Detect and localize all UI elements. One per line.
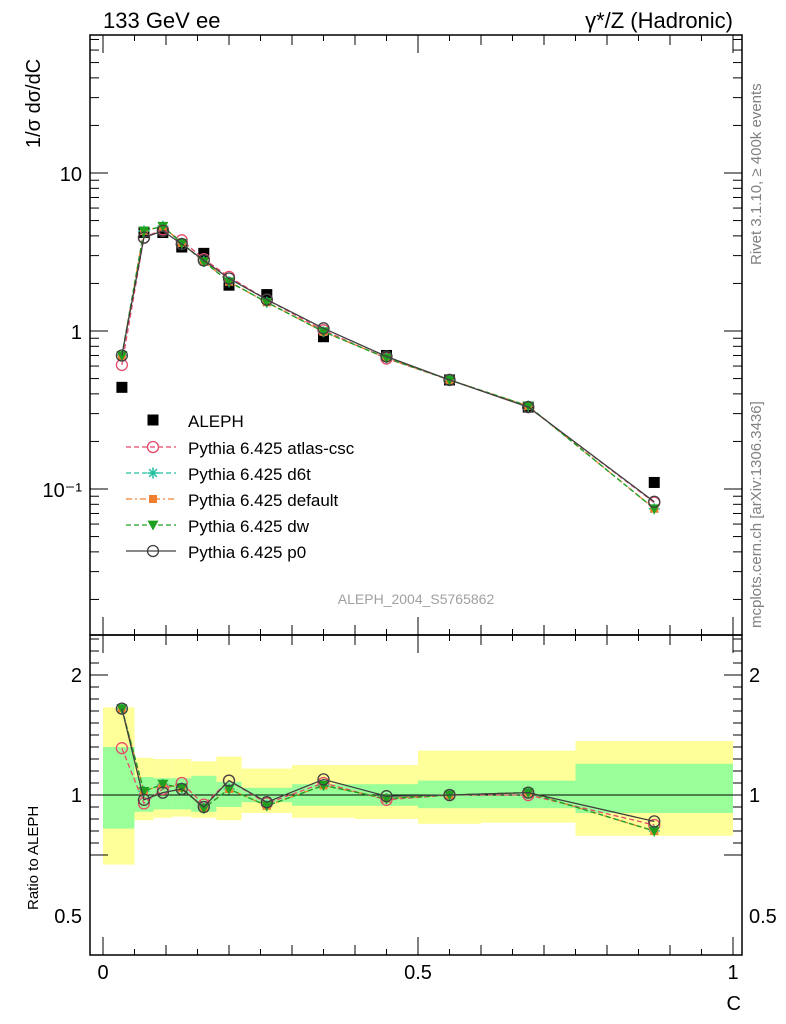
ratio-ytick-label-0.5: 0.5 <box>54 906 82 928</box>
ratio-point-p0 <box>260 796 273 809</box>
ratio-point-p0 <box>115 702 129 715</box>
ratio-point-p0 <box>197 800 210 814</box>
ratio-ylabel: Ratio to ALEPH <box>25 806 42 910</box>
legend-marker-p0 <box>126 544 176 558</box>
legend-marker-default <box>126 495 176 503</box>
main-series-layer <box>115 220 661 515</box>
ratio-point-p0 <box>156 786 170 799</box>
data-point-p0 <box>380 350 393 363</box>
data-point-p0 <box>443 373 456 387</box>
ratio-point-p0 <box>443 788 456 802</box>
ratio-point-dw <box>261 801 273 812</box>
ratio-point-dw <box>198 803 210 814</box>
ratio-point-p0 <box>175 782 188 796</box>
legend-symbol-dw <box>147 520 159 531</box>
ratio-line-p0 <box>121 708 655 823</box>
data-point-p0 <box>522 400 535 414</box>
header-right: γ*/Z (Hadronic) <box>585 8 733 33</box>
data-point-dw <box>381 353 392 364</box>
legend-symbol-d6t <box>147 467 159 479</box>
data-point-p0 <box>175 237 188 251</box>
data-point-dw <box>116 351 128 361</box>
ratio-point-p0 <box>648 815 661 828</box>
legend-marker-aleph <box>147 414 159 426</box>
ratio-point-p0 <box>317 773 330 786</box>
ratio-point-dw <box>223 784 235 795</box>
legend-entry-d6t: Pythia 6.425 d6t <box>126 465 311 484</box>
xtick-label-0.5: 0.5 <box>404 962 432 984</box>
header-left: 133 GeV ee <box>103 8 220 33</box>
ratio-green-band <box>103 747 135 829</box>
xtick-label-1: 1 <box>727 962 738 984</box>
legend-label-aleph: ALEPH <box>188 412 244 431</box>
ratio-point-p0 <box>522 786 535 799</box>
ratio-series-layer <box>115 702 661 837</box>
ratio-uncertainty-bands <box>103 707 733 865</box>
legend-entry-dw: Pythia 6.425 dw <box>126 517 310 536</box>
ratio-point-p0 <box>380 790 393 803</box>
ratio-point-dw <box>157 779 169 790</box>
legend-label-default: Pythia 6.425 default <box>188 491 339 510</box>
legend-label-p0: Pythia 6.425 p0 <box>188 543 306 562</box>
legend-symbol-aleph <box>147 414 159 426</box>
ratio-point-p0 <box>137 793 151 806</box>
ratio-point-dw <box>648 826 660 837</box>
ratio-green-band <box>575 763 733 813</box>
legend-entry-atlas-csc: Pythia 6.425 atlas-csc <box>126 439 355 458</box>
data-point-p0 <box>648 495 661 508</box>
ratio-point-atlas-csc <box>115 742 129 755</box>
data-point-p0 <box>137 231 151 244</box>
data-point-aleph <box>648 476 660 488</box>
data-point-p0 <box>115 349 129 362</box>
source-label: mcplots.cern.ch [arXiv:1306.3436] <box>748 401 765 628</box>
data-point-aleph <box>157 227 169 239</box>
axis-ticks <box>90 35 742 955</box>
analysis-watermark: ALEPH_2004_S5765862 <box>338 591 495 607</box>
legend-symbol-default <box>149 495 157 503</box>
xtick-label-0: 0 <box>97 962 108 984</box>
ratio-point-p0 <box>222 774 236 787</box>
main-line-p0 <box>121 230 655 503</box>
data-point-p0 <box>222 272 236 285</box>
main-ytick-label-10: 10 <box>60 164 82 186</box>
version-label: Rivet 3.1.10, ≥ 400k events <box>748 83 765 265</box>
legend-symbol-atlas-csc <box>146 440 160 454</box>
ratio-ytick-label-right-1: 1 <box>749 785 760 807</box>
legend-label-d6t: Pythia 6.425 d6t <box>188 465 311 484</box>
legend-entry-p0: Pythia 6.425 p0 <box>126 543 306 562</box>
main-ytick-label-0.1: 10⁻¹ <box>43 480 83 502</box>
main-line-atlas-csc <box>121 228 655 504</box>
ratio-ytick-label-1: 1 <box>71 785 82 807</box>
legend: ALEPH Pythia 6.425 atlas-csc Pythia 6.42… <box>126 412 355 562</box>
legend-marker-dw <box>126 520 176 531</box>
x-axis-label: C <box>727 993 741 1015</box>
legend-label-dw: Pythia 6.425 dw <box>188 517 310 536</box>
data-point-aleph <box>116 381 128 393</box>
legend-entry-aleph: ALEPH <box>147 412 244 431</box>
legend-entry-default: Pythia 6.425 default <box>126 491 339 510</box>
data-point-dw <box>198 257 210 268</box>
ratio-series-p0 <box>115 702 661 828</box>
ratio-ytick-label-right-0.5: 0.5 <box>749 906 777 928</box>
ratio-ytick-label-2: 2 <box>71 665 82 687</box>
legend-marker-atlas-csc <box>126 440 176 454</box>
data-point-p0 <box>197 254 210 267</box>
legend-label-atlas-csc: Pythia 6.425 atlas-csc <box>188 439 355 458</box>
main-ylabel: 1/σ dσ/dC <box>23 59 45 148</box>
main-series-p0 <box>115 224 661 508</box>
legend-symbol-p0 <box>146 544 160 558</box>
ratio-ytick-label-right-2: 2 <box>749 665 760 687</box>
data-point-dw <box>157 221 169 232</box>
data-point-p0 <box>156 224 170 238</box>
legend-marker-d6t <box>126 467 176 479</box>
data-point-p0 <box>317 322 330 335</box>
main-ytick-label-1: 1 <box>71 322 82 344</box>
data-point-p0 <box>260 293 273 306</box>
